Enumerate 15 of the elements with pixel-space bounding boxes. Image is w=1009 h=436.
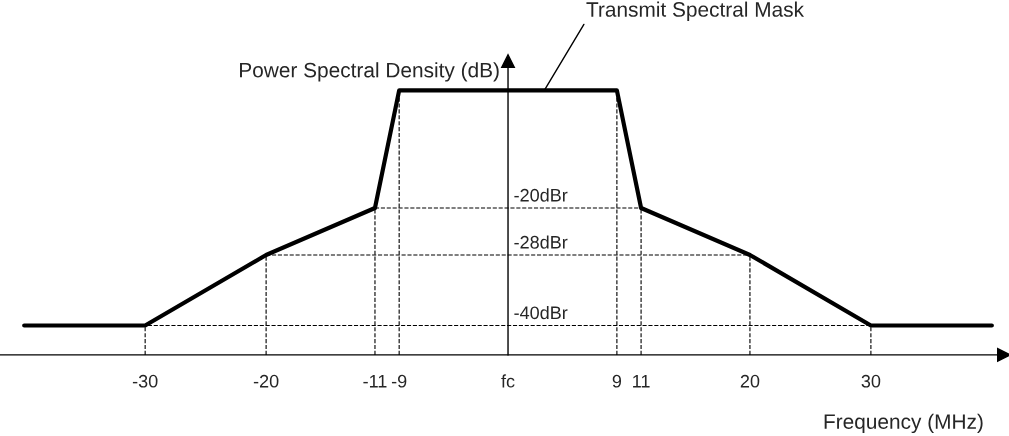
x-tick-label: 20 — [740, 374, 760, 388]
y-tick-label: -20dBr — [514, 188, 568, 202]
x-tick-label: 9 — [612, 374, 622, 388]
annotation: Transmit Spectral Mask — [586, 1, 805, 21]
x-tick-label: 11 — [633, 375, 650, 388]
x-tick-label: 30 — [861, 374, 881, 388]
x-tick-label: -20 — [253, 374, 279, 388]
x-tick-label: -11 — [363, 375, 387, 388]
x-tick-label: fc — [501, 374, 515, 388]
x-tick-label: -30 — [132, 374, 158, 388]
x-axis-title: Frequency (MHz) — [824, 413, 983, 434]
y-tick-label: -40dBr — [514, 305, 568, 320]
x-tick-label: -9 — [391, 374, 407, 388]
y-tick-label: -28dBr — [514, 235, 568, 249]
y-axis-title: Power Spectral Density (dB) — [240, 62, 499, 82]
